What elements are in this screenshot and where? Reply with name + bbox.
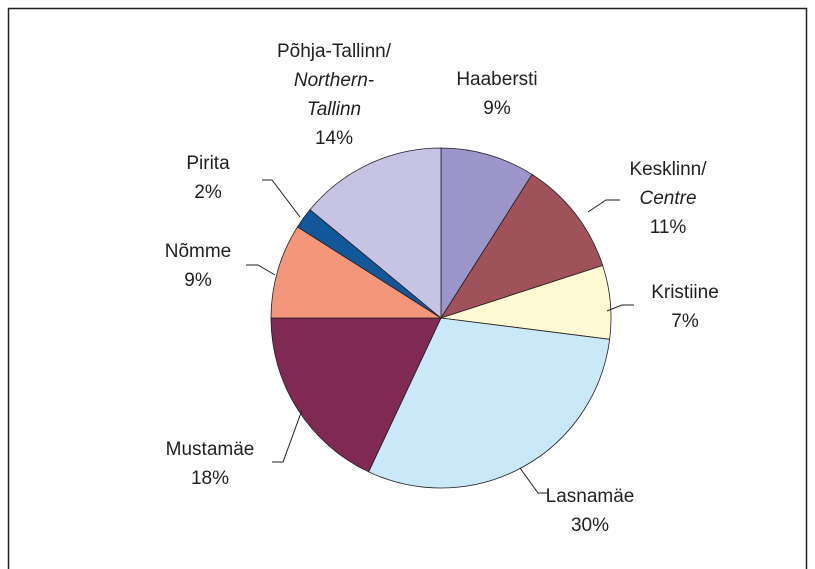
leader-line — [519, 467, 548, 494]
value-label: 9% — [184, 270, 212, 291]
leader-line — [606, 304, 634, 312]
category-label: Põhja-Tallinn/ — [277, 41, 392, 62]
value-label: 14% — [315, 128, 353, 149]
translation-label: Centre — [639, 188, 696, 209]
leader-line — [246, 264, 276, 276]
category-label: Mustamäe — [166, 439, 255, 460]
value-label: 30% — [571, 515, 609, 536]
frame — [7, 7, 808, 569]
pie-slice — [270, 226, 443, 319]
value-label: 18% — [191, 468, 229, 489]
translation-label: Northern-Tallinn — [294, 70, 374, 120]
leader-line — [262, 179, 301, 218]
value-label: 9% — [483, 98, 511, 119]
value-label: 11% — [650, 217, 687, 238]
pie-slice — [368, 317, 611, 489]
category-label: Pirita — [186, 153, 230, 174]
category-label: Kesklinn/ — [629, 159, 707, 180]
category-label: Haabersti — [456, 69, 537, 90]
value-label: 2% — [194, 182, 222, 203]
category-label: Nõmme — [165, 241, 232, 262]
leader-line — [587, 199, 620, 213]
pie-slice — [309, 147, 442, 319]
category-label: Kristiine — [651, 282, 719, 303]
category-label: Lasnamäe — [546, 486, 635, 507]
pie-slice — [440, 173, 604, 319]
leader-line — [272, 409, 303, 463]
pie-slice — [270, 317, 442, 473]
value-label: 7% — [671, 311, 699, 332]
pie-slice — [440, 147, 533, 320]
